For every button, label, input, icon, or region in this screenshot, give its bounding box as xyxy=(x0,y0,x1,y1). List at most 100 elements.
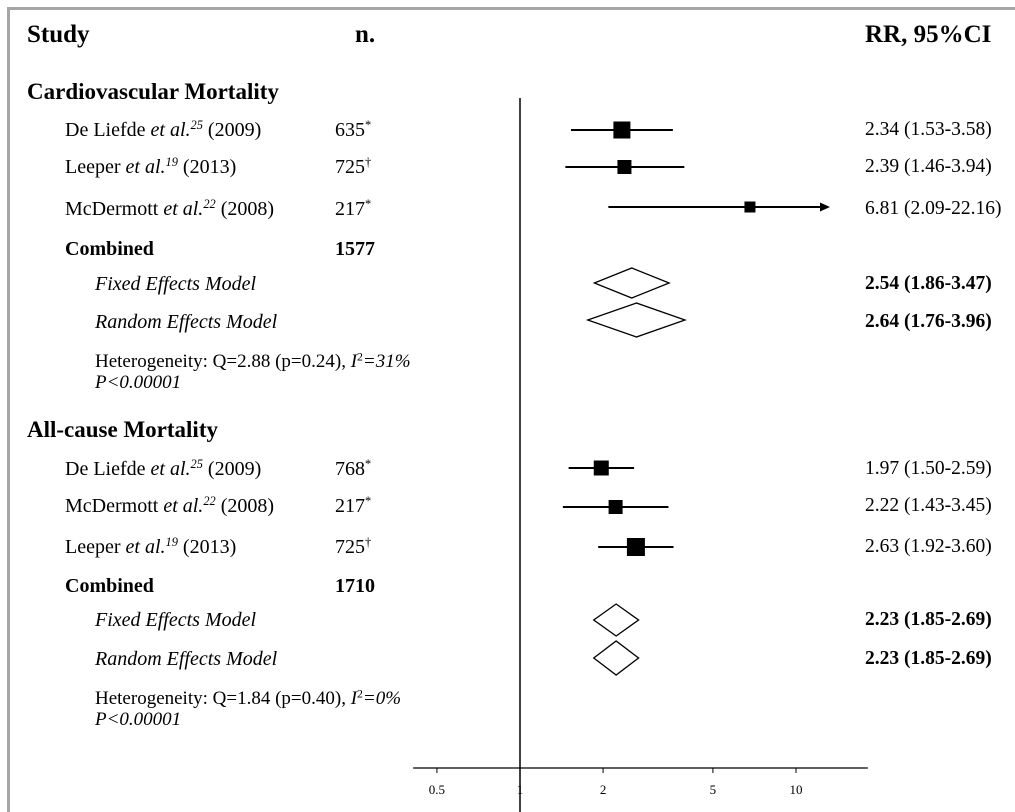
study-author: Leeper xyxy=(65,536,121,558)
heterogeneity-i2-value: =0% xyxy=(362,687,402,709)
study-ci-text: 6.81 (2.09-22.16) xyxy=(865,197,1001,220)
x-tick-label: 5 xyxy=(710,782,717,797)
header-rr-ci: RR, 95%CI xyxy=(865,21,992,48)
study-ci-text: 2.39 (1.46-3.94) xyxy=(865,155,992,178)
study-year: (2009) xyxy=(207,458,262,480)
model-label: Fixed Effects Model xyxy=(95,608,256,632)
study-n-value: 217 xyxy=(335,198,365,220)
model-ci-value: 2.54 (1.86-3.47) xyxy=(865,273,992,295)
study-ci-value: 6.81 (2.09-22.16) xyxy=(865,198,1002,220)
model-ci-value: 2.23 (1.85-2.69) xyxy=(865,648,992,670)
study-name: McDermott et al.22 (2008) xyxy=(65,494,274,518)
x-tick-label: 10 xyxy=(790,782,803,797)
combined-n-value: 1710 xyxy=(335,575,375,597)
study-year: (2013) xyxy=(182,156,237,178)
heterogeneity-i2-sup: 2 xyxy=(357,350,363,364)
model-label-text: Fixed Effects Model xyxy=(95,273,257,295)
study-name: De Liefde et al.25 (2009) xyxy=(65,457,261,481)
study-ci-arrow xyxy=(820,202,830,212)
x-tick-label: 0.5 xyxy=(429,782,445,797)
study-ci-value: 1.97 (1.50-2.59) xyxy=(865,458,992,480)
summary-diamond xyxy=(592,640,640,676)
study-n-mark: * xyxy=(365,494,372,509)
study-ref: 25 xyxy=(190,118,203,133)
study-year: (2009) xyxy=(207,119,262,141)
combined-label-text: Combined xyxy=(65,575,154,597)
study-ref: 22 xyxy=(203,197,216,212)
study-n: 725† xyxy=(335,155,371,179)
combined-n: 1577 xyxy=(335,237,375,261)
model-label: Random Effects Model xyxy=(95,310,277,334)
section-title-text: Cardiovascular Mortality xyxy=(27,79,279,105)
study-marker xyxy=(744,201,756,213)
study-ref: 25 xyxy=(190,457,203,472)
study-year: (2008) xyxy=(220,495,275,517)
heterogeneity-q: Heterogeneity: Q=1.84 (p=0.40), xyxy=(95,687,346,709)
study-n-mark: † xyxy=(365,155,372,170)
section-title-text: All-cause Mortality xyxy=(27,417,218,443)
overall-p-value-text: P<0.00001 xyxy=(95,708,182,730)
study-name: Leeper et al.19 (2013) xyxy=(65,535,236,559)
study-ref: 19 xyxy=(165,155,178,170)
study-name: Leeper et al.19 (2013) xyxy=(65,155,236,179)
study-n-mark: * xyxy=(365,118,372,133)
study-etal: et al. xyxy=(163,495,204,517)
study-marker xyxy=(593,460,609,476)
study-etal: et al. xyxy=(150,458,191,480)
overall-p-value: P<0.00001 xyxy=(95,372,181,395)
study-name: McDermott et al.22 (2008) xyxy=(65,197,274,221)
model-label-text: Random Effects Model xyxy=(95,311,278,333)
study-n-value: 217 xyxy=(335,495,365,517)
heterogeneity-i2-symbol: I xyxy=(350,687,358,709)
combined-label: Combined xyxy=(65,574,154,598)
study-ci-text: 2.63 (1.92-3.60) xyxy=(865,535,992,558)
combined-n: 1710 xyxy=(335,574,375,598)
section-title: Cardiovascular Mortality xyxy=(27,78,279,106)
header-n: n. xyxy=(355,21,376,48)
study-n-value: 635 xyxy=(335,119,365,141)
study-etal: et al. xyxy=(163,198,204,220)
study-ci-text: 2.34 (1.53-3.58) xyxy=(865,118,992,141)
figure-frame xyxy=(7,7,1015,812)
model-ci-text: 2.23 (1.85-2.69) xyxy=(865,647,992,670)
study-ci-value: 2.34 (1.53-3.58) xyxy=(865,119,992,141)
study-year: (2013) xyxy=(182,536,237,558)
study-name: De Liefde et al.25 (2009) xyxy=(65,118,261,142)
combined-label: Combined xyxy=(65,237,154,261)
overall-p-value-text: P<0.00001 xyxy=(95,371,182,393)
x-tick-label: 2 xyxy=(600,782,607,797)
combined-label-text: Combined xyxy=(65,238,154,260)
study-author: De Liefde xyxy=(65,458,146,480)
study-n-mark: † xyxy=(365,535,372,550)
study-n: 217* xyxy=(335,197,371,221)
study-n: 635* xyxy=(335,118,371,142)
model-ci-value: 2.64 (1.76-3.96) xyxy=(865,311,992,333)
study-n-value: 725 xyxy=(335,536,365,558)
x-tick-label: 1 xyxy=(517,782,524,797)
study-author: McDermott xyxy=(65,198,159,220)
summary-diamond xyxy=(592,603,640,637)
model-ci-text: 2.54 (1.86-3.47) xyxy=(865,272,992,295)
heterogeneity-stats: Heterogeneity: Q=1.84 (p=0.40), I2=0% xyxy=(95,688,401,711)
study-marker xyxy=(608,500,623,514)
heterogeneity-i2-sup: 2 xyxy=(357,687,363,701)
model-label-text: Fixed Effects Model xyxy=(95,609,257,631)
model-ci-value: 2.23 (1.85-2.69) xyxy=(865,609,992,631)
study-ref: 22 xyxy=(203,494,216,509)
study-ci-value: 2.63 (1.92-3.60) xyxy=(865,536,992,558)
model-label: Fixed Effects Model xyxy=(95,272,256,296)
study-ref: 19 xyxy=(165,535,178,550)
study-author: McDermott xyxy=(65,495,159,517)
summary-diamond xyxy=(592,267,671,299)
study-marker xyxy=(617,160,632,174)
study-n-mark: * xyxy=(365,197,372,212)
heterogeneity-i2-symbol: I xyxy=(350,350,358,372)
study-ci-value: 2.22 (1.43-3.45) xyxy=(865,495,992,517)
study-n: 768* xyxy=(335,457,371,481)
study-n-mark: * xyxy=(365,457,372,472)
model-label-text: Random Effects Model xyxy=(95,648,278,670)
model-ci-text: 2.64 (1.76-3.96) xyxy=(865,310,992,333)
summary-diamond xyxy=(585,302,687,338)
